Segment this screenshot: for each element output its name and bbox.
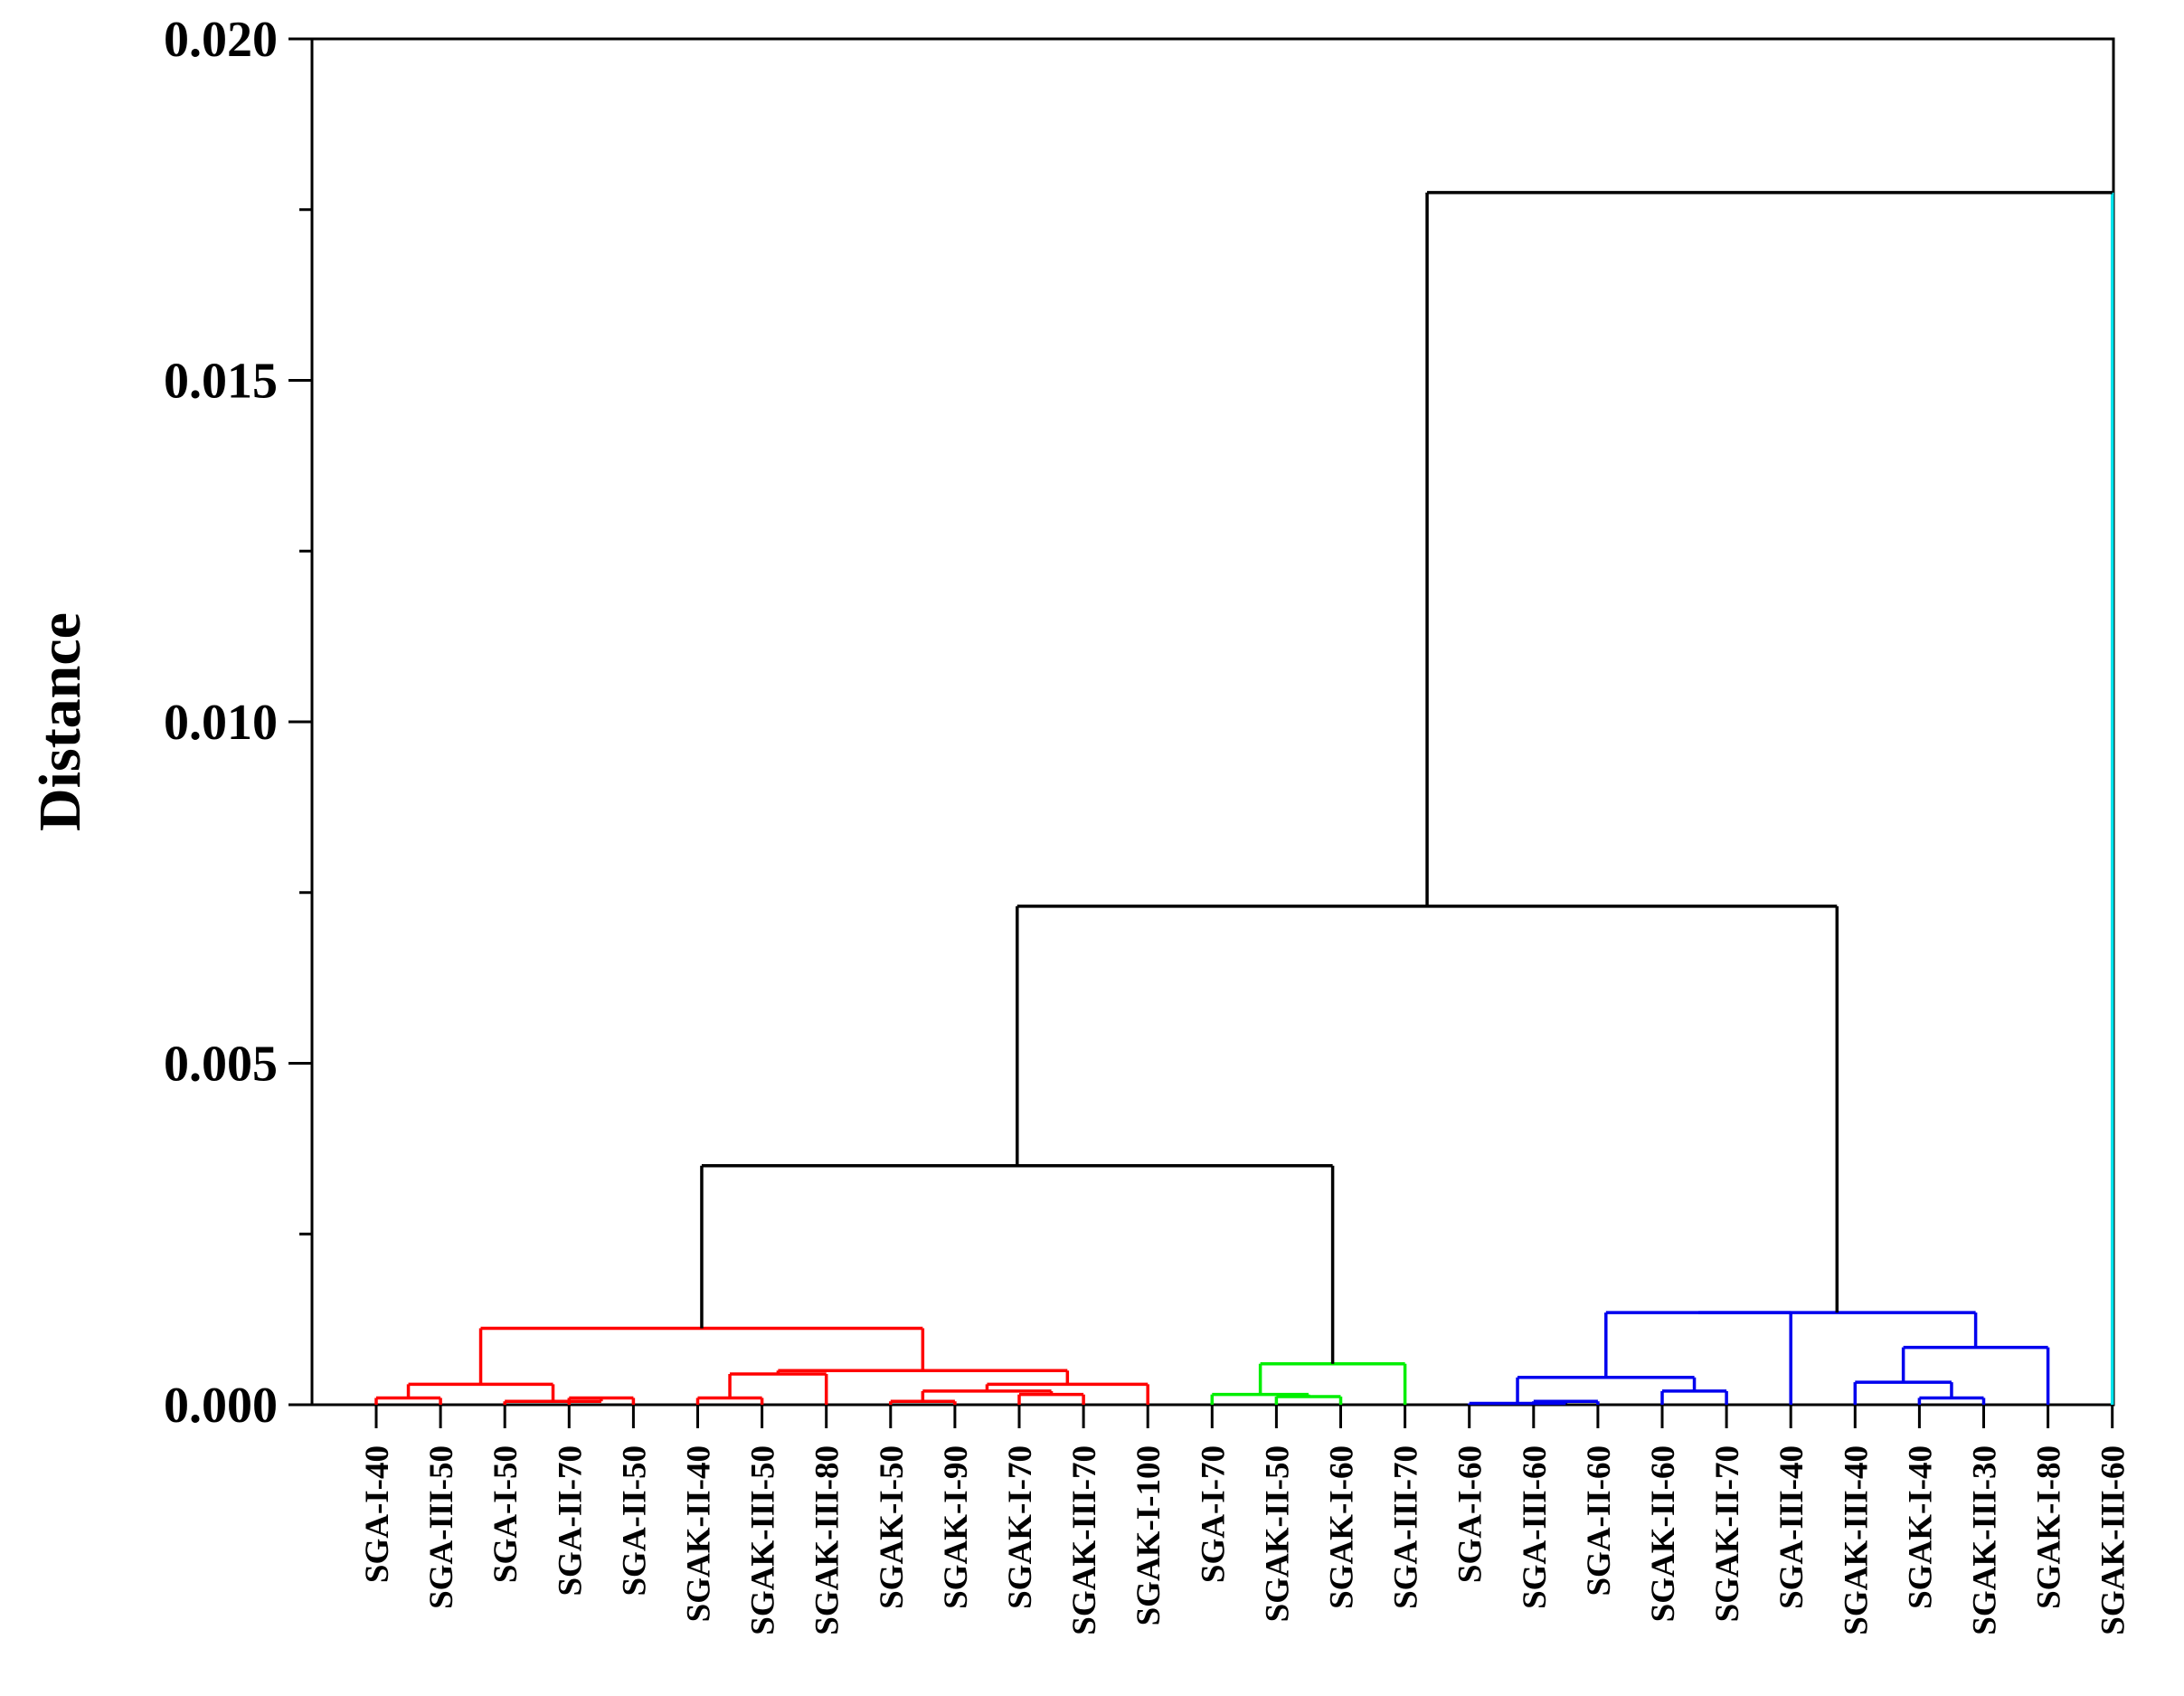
leaf-label: SGAK-I-100 (1130, 1445, 1168, 1625)
leaf-label: SGAK-II-40 (681, 1445, 718, 1622)
y-axis: 0.000 0.005 0.010 0.015 0.020 (164, 12, 312, 1434)
leaf-label: SGAK-II-50 (1259, 1445, 1296, 1622)
leaf-label: SGAK-I-90 (938, 1445, 975, 1609)
leaf-label: SGA-I-50 (487, 1445, 525, 1583)
leaf-label: SGA-I-70 (1195, 1445, 1232, 1583)
y-tick-label: 0.005 (164, 1037, 278, 1093)
y-tick-label: 0.010 (164, 695, 278, 751)
leaf-label: SGAK-II-70 (1709, 1445, 1746, 1622)
leaf-label: SGAK-III-70 (1066, 1445, 1103, 1635)
leaf-label: SGAK-III-80 (809, 1445, 846, 1635)
leaf-label: SGAK-I-60 (1324, 1445, 1361, 1609)
leaf-label: SGA-III-50 (423, 1445, 460, 1609)
leaf-label: SGA-I-60 (1452, 1445, 1489, 1583)
plot-area (310, 37, 2115, 1407)
leaf-label: SGAK-I-50 (874, 1445, 911, 1609)
y-tick-label: 0.020 (164, 12, 278, 68)
dendrogram-links (374, 191, 2114, 1406)
leaf-label: SGA-II-60 (1581, 1445, 1618, 1597)
leaf-label: SGAK-I-40 (1902, 1445, 1939, 1609)
leaf-label: SGAK-III-30 (1967, 1445, 2004, 1635)
leaf-label: SGAK-I-80 (2031, 1445, 2068, 1609)
leaf-label: SGA-II-70 (552, 1445, 589, 1597)
y-axis-title: Distance (27, 612, 93, 831)
x-axis: SGA-I-40 SGA-III-50 SGA-I-50 SGA-II-70 SGA-I… (359, 1405, 2132, 1635)
y-tick-label: 0.015 (164, 354, 278, 410)
leaf-label: SGA-III-70 (1388, 1445, 1425, 1609)
plot-frame (310, 37, 2115, 1407)
leaf-label: SGA-III-60 (1517, 1445, 1554, 1609)
leaf-label: SGAK-III-60 (2095, 1445, 2132, 1635)
leaf-label: SGA-II-50 (616, 1445, 653, 1597)
y-tick-label: 0.000 (164, 1378, 278, 1434)
leaf-label: SGA-III-40 (1773, 1445, 1811, 1609)
leaf-label: SGAK-I-70 (1002, 1445, 1039, 1609)
leaf-label: SGAK-III-50 (745, 1445, 782, 1635)
leaf-label: SGAK-III-40 (1838, 1445, 1875, 1635)
leaf-label: SGA-I-40 (359, 1445, 396, 1583)
leaf-label: SGAK-II-60 (1645, 1445, 1682, 1622)
